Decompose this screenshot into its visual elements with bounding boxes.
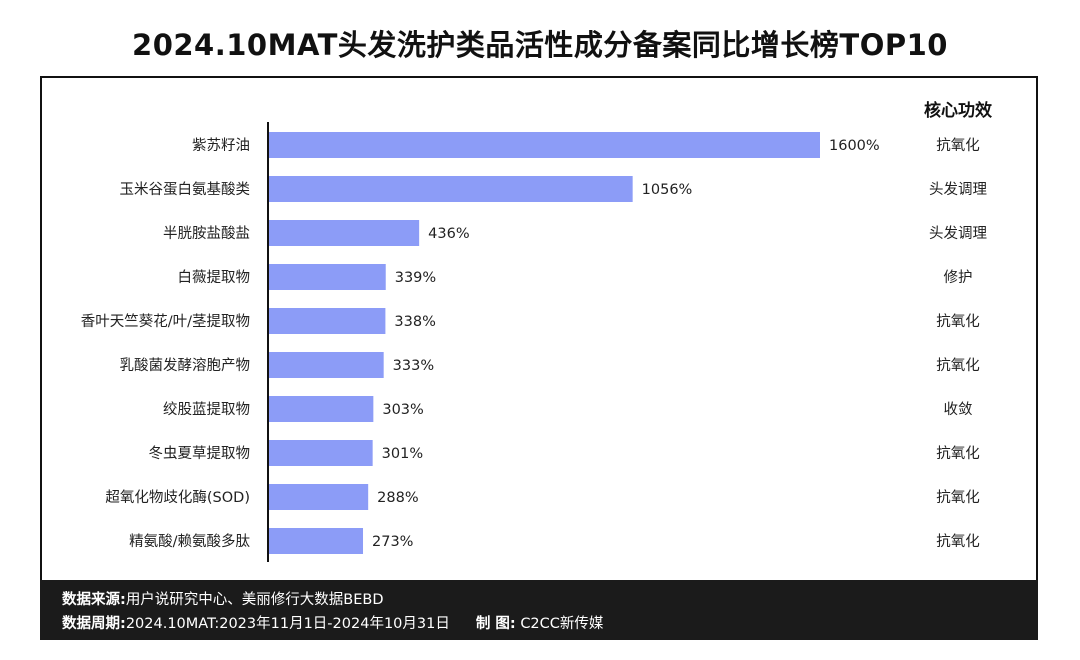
effect-label: 头发调理	[929, 181, 987, 198]
effect-label: 收敛	[944, 401, 973, 418]
effect-label: 抗氧化	[936, 489, 980, 506]
footer-period-row: 数据周期:2024.10MAT:2023年11月1日-2024年10月31日 制 …	[62, 612, 1038, 636]
category-label: 半胱胺盐酸盐	[163, 225, 250, 242]
category-label: 冬虫夏草提取物	[149, 445, 251, 462]
bar-8	[269, 440, 373, 466]
bar-7	[269, 396, 374, 422]
value-label: 1600%	[829, 138, 880, 154]
source-label: 数据来源:	[62, 592, 126, 608]
bar-2	[269, 176, 633, 202]
value-label: 301%	[382, 446, 423, 462]
period-text: 2024.10MAT:2023年11月1日-2024年10月31日	[125, 616, 450, 632]
maker-text: C2CC新传媒	[520, 616, 604, 632]
source-text: 用户说研究中心、美丽修行大数据BEBD	[125, 592, 384, 608]
value-label: 303%	[382, 402, 423, 418]
category-label: 绞股蓝提取物	[163, 401, 250, 418]
bar-3	[269, 220, 420, 246]
bar-6	[269, 352, 384, 378]
value-label: 339%	[395, 270, 436, 286]
effect-header: 核心功效	[924, 100, 992, 121]
effect-label: 抗氧化	[936, 357, 980, 374]
category-label: 紫苏籽油	[192, 137, 250, 154]
maker-label: 制 图:	[475, 616, 516, 632]
value-label: 333%	[393, 358, 434, 374]
chart-frame	[40, 76, 1038, 580]
bar-4	[269, 264, 386, 290]
category-label: 超氧化物歧化酶(SOD)	[105, 489, 250, 506]
effect-label: 抗氧化	[936, 137, 980, 154]
bar-9	[269, 484, 369, 510]
footer: 数据来源:用户说研究中心、美丽修行大数据BEBD 数据周期:2024.10MAT…	[40, 580, 1038, 640]
bar-5	[269, 308, 386, 334]
category-label: 玉米谷蛋白氨基酸类	[120, 181, 251, 198]
period-label: 数据周期:	[62, 616, 126, 632]
effect-label: 抗氧化	[936, 445, 980, 462]
category-label: 乳酸菌发酵溶胞产物	[120, 357, 251, 374]
category-label: 精氨酸/赖氨酸多肽	[129, 533, 250, 550]
value-label: 288%	[377, 490, 418, 506]
chart-title: 2024.10MAT头发洗护类品活性成分备案同比增长榜TOP10	[132, 28, 948, 62]
footer-source-row: 数据来源:用户说研究中心、美丽修行大数据BEBD	[62, 588, 1038, 612]
category-label: 白薇提取物	[178, 269, 251, 286]
value-label: 273%	[372, 534, 413, 550]
value-label: 436%	[428, 226, 469, 242]
value-label: 1056%	[642, 182, 693, 198]
category-label: 香叶天竺葵花/叶/茎提取物	[81, 313, 250, 330]
bar-1	[269, 132, 820, 158]
effect-label: 抗氧化	[936, 533, 980, 550]
bar-10	[269, 528, 364, 554]
effect-label: 头发调理	[929, 225, 987, 242]
effect-label: 修护	[944, 269, 973, 286]
effect-label: 抗氧化	[936, 313, 980, 330]
value-label: 338%	[394, 314, 435, 330]
